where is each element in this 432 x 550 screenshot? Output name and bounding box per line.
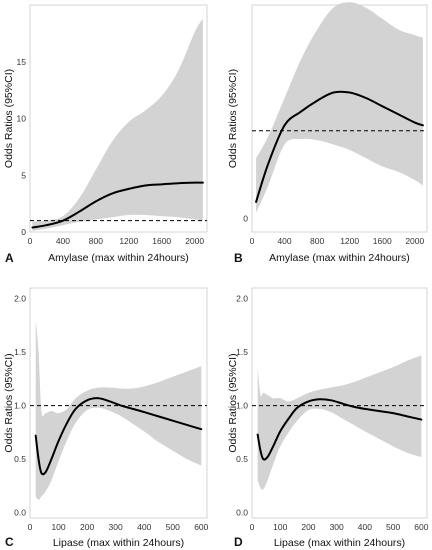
y-tick-label: 10 xyxy=(17,114,27,124)
x-tick-label: 2000 xyxy=(405,236,424,246)
y-axis-title: Odds Ratios (95%CI) xyxy=(3,69,15,168)
estimate-curve-d xyxy=(256,398,423,461)
y-tick-label: 0 xyxy=(21,227,26,237)
x-tick-label: 1600 xyxy=(152,236,171,246)
x-axis-title: Amylase (max within 24hours) xyxy=(48,252,189,264)
x-tick-label: 0 xyxy=(28,236,33,246)
y-tick-label: 0.5 xyxy=(14,454,26,464)
panel-letter: B xyxy=(234,251,243,265)
y-tick-label: 1.0 xyxy=(236,401,248,411)
x-tick-label: 200 xyxy=(301,522,315,532)
confidence-band-b xyxy=(256,2,423,213)
panel-a: 0 400 800 1200 1600 2000 0 5 10 15 Amylase (max wi… xyxy=(3,4,208,265)
y-tick-label: 0 xyxy=(243,213,248,223)
y-tick-label: 0.5 xyxy=(236,454,248,464)
x-tick-label: 1200 xyxy=(119,236,138,246)
x-tick-label: 100 xyxy=(51,522,65,532)
y-tick-label: 2.0 xyxy=(236,294,248,304)
y-axis-title: Odds Ratios (95%CI) xyxy=(3,353,15,452)
x-tick-label: 400 xyxy=(277,236,291,246)
x-axis-title: Lipase (max within 24hours) xyxy=(274,537,405,549)
x-axis-title: Amylase (max within 24hours) xyxy=(269,252,410,264)
estimate-curve-a xyxy=(31,181,204,229)
x-tick-label: 100 xyxy=(273,522,287,532)
panel-letter: A xyxy=(5,251,14,265)
y-tick-label: 1.5 xyxy=(236,347,248,357)
y-tick-label: 1.0 xyxy=(14,401,26,411)
panel-letter: C xyxy=(5,535,14,549)
x-tick-label: 600 xyxy=(414,522,428,532)
x-tick-label: 400 xyxy=(358,522,372,532)
x-tick-label: 2000 xyxy=(185,236,204,246)
x-tick-label: 300 xyxy=(109,522,123,532)
x-tick-label: 400 xyxy=(56,236,70,246)
x-tick-label: 600 xyxy=(194,522,208,532)
x-tick-label: 200 xyxy=(80,522,94,532)
panel-b: 0 400 800 1200 1600 2000 0 Amylase (max within … xyxy=(227,2,428,265)
x-tick-label: 500 xyxy=(166,522,180,532)
x-tick-label: 300 xyxy=(330,522,344,532)
y-tick-label: 0.0 xyxy=(236,508,248,518)
x-tick-label: 1200 xyxy=(340,236,359,246)
x-tick-label: 800 xyxy=(89,236,103,246)
x-tick-label: 0 xyxy=(250,236,255,246)
plot-frame-a xyxy=(29,4,208,233)
confidence-band-a xyxy=(32,18,203,231)
confidence-band-c xyxy=(35,320,202,500)
y-tick-label: 15 xyxy=(17,57,27,67)
x-tick-label: 500 xyxy=(386,522,400,532)
y-tick-label: 2.0 xyxy=(14,294,26,304)
plot-frame-d xyxy=(251,287,428,519)
x-tick-label: 0 xyxy=(250,522,255,532)
x-tick-label: 1600 xyxy=(373,236,392,246)
confidence-band-d xyxy=(257,355,422,490)
panel-letter: D xyxy=(234,535,243,549)
panel-c: 0 100 200 300 400 500 600 0.0 0.5 1.0 1.5 2.0 Lipase… xyxy=(3,287,209,549)
y-tick-label: 5 xyxy=(21,170,26,180)
y-axis-title: Odds Ratios (95%CI) xyxy=(227,69,239,168)
x-tick-label: 800 xyxy=(310,236,324,246)
estimate-curve-b xyxy=(255,90,424,203)
plot-frame-c xyxy=(29,287,208,519)
y-tick-label: 0.0 xyxy=(14,508,26,518)
x-axis-title: Lipase (max within 24hours) xyxy=(53,537,184,549)
y-tick-label: 1.5 xyxy=(14,347,26,357)
estimate-curve-c xyxy=(34,397,203,476)
x-tick-label: 0 xyxy=(28,522,33,532)
y-axis-title: Odds Ratios (95%CI) xyxy=(227,353,239,452)
x-tick-label: 400 xyxy=(137,522,151,532)
panel-d: 0 100 200 300 400 500 600 0.0 0.5 1.0 1.5 2.0 Lipase… xyxy=(227,287,429,549)
